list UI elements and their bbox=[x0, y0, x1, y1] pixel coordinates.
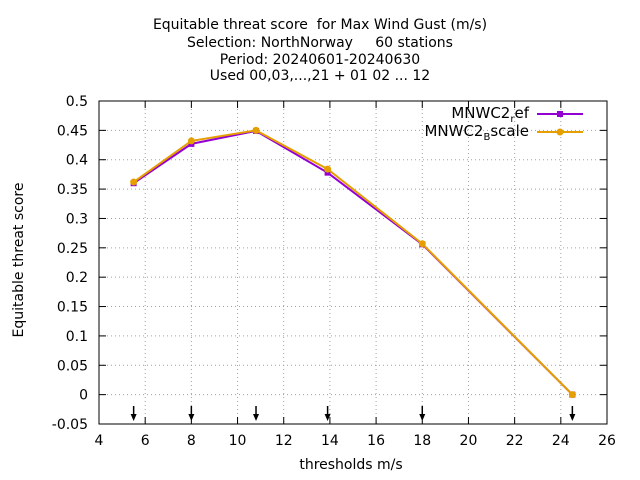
chart-title-line-2: Selection: NorthNorway 60 stations bbox=[187, 35, 453, 51]
chart-title-line-1: Equitable threat score for Max Wind Gust… bbox=[152, 17, 488, 33]
threshold-arrow-head bbox=[130, 414, 137, 421]
y-tick-label: 0.25 bbox=[57, 241, 88, 257]
y-axis-label: Equitable threat score bbox=[11, 182, 27, 338]
threshold-arrow-head bbox=[569, 414, 576, 421]
y-tick-label: -0.05 bbox=[52, 417, 88, 433]
chart-title-line-3: Period: 20240601-20240630 bbox=[219, 52, 421, 68]
y-tick-label: 0.2 bbox=[66, 270, 88, 286]
x-tick-label: 12 bbox=[275, 433, 293, 449]
x-tick-label: 20 bbox=[460, 433, 478, 449]
series-line-2 bbox=[133, 129, 574, 396]
legend-label-series-2: MNWC2Bscale bbox=[424, 122, 529, 143]
series-2-point bbox=[252, 126, 260, 134]
y-tick-label: 0 bbox=[79, 388, 88, 404]
x-tick-label: 24 bbox=[552, 433, 570, 449]
series-2-point bbox=[324, 165, 332, 173]
y-tick-label: 0.3 bbox=[66, 211, 88, 227]
x-tick-label: 18 bbox=[413, 433, 431, 449]
legend-sample-marker-1 bbox=[557, 111, 563, 117]
x-tick-label: 6 bbox=[141, 433, 150, 449]
y-tick-label: 0.35 bbox=[57, 182, 88, 198]
y-tick-label: 0.5 bbox=[66, 94, 88, 110]
x-tick-label: 26 bbox=[598, 433, 616, 449]
x-tick-label: 4 bbox=[95, 433, 104, 449]
y-tick-label: 0.15 bbox=[57, 300, 88, 316]
x-tick-label: 16 bbox=[367, 433, 385, 449]
threshold-arrow-head bbox=[253, 414, 260, 421]
series-2-point bbox=[187, 137, 195, 145]
y-tick-label: 0.45 bbox=[57, 123, 88, 139]
legend-label-series-1: MNWC2ref bbox=[451, 104, 529, 125]
legend-sample-marker-2 bbox=[556, 128, 564, 136]
series-line-1 bbox=[133, 129, 574, 396]
x-axis-label: thresholds m/s bbox=[299, 457, 403, 473]
y-tick-label: 0.1 bbox=[66, 329, 88, 345]
x-tick-label: 8 bbox=[187, 433, 196, 449]
y-tick-label: 0.05 bbox=[57, 358, 88, 374]
chart-title-line-4: Used 00,03,...,21 + 01 02 ... 12 bbox=[209, 68, 431, 84]
y-tick-label: 0.4 bbox=[66, 153, 88, 169]
x-tick-label: 10 bbox=[229, 433, 247, 449]
threshold-arrow-head bbox=[324, 414, 331, 421]
threshold-arrow-head bbox=[188, 414, 195, 421]
threshold-arrow-head bbox=[419, 414, 426, 421]
plot-frame bbox=[98, 100, 608, 425]
series-2-point bbox=[418, 240, 426, 248]
x-tick-label: 22 bbox=[506, 433, 524, 449]
series-2-point bbox=[130, 178, 138, 186]
series-2-point bbox=[568, 391, 576, 399]
series-1-point bbox=[324, 169, 331, 176]
x-tick-label: 14 bbox=[321, 433, 339, 449]
